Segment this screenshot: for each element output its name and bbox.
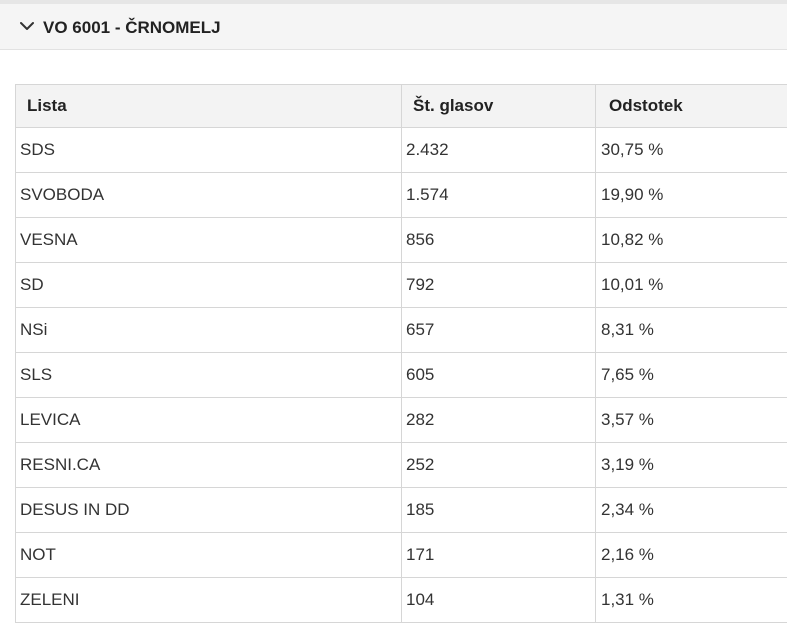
top-divider — [0, 0, 787, 4]
table-row: NOT 171 2,16 % — [15, 532, 787, 578]
cell-votes: 657 — [401, 307, 596, 353]
cell-party: ZELENI — [15, 577, 402, 623]
cell-percent: 10,01 % — [595, 262, 787, 308]
table-row: RESNI.CA 252 3,19 % — [15, 442, 787, 488]
cell-party: SLS — [15, 352, 402, 398]
cell-party: NOT — [15, 532, 402, 578]
cell-percent: 2,34 % — [595, 487, 787, 533]
table-row: DESUS IN DD 185 2,34 % — [15, 487, 787, 533]
section-title: VO 6001 - ČRNOMELJ — [43, 18, 221, 37]
results-table: Lista Št. glasov Odstotek SDS 2.432 30,75 … — [15, 84, 787, 623]
table-row: SVOBODA 1.574 19,90 % — [15, 172, 787, 218]
cell-votes: 104 — [401, 577, 596, 623]
cell-party: SDS — [15, 127, 402, 173]
cell-percent: 2,16 % — [595, 532, 787, 578]
column-header-percent: Odstotek — [595, 84, 787, 128]
cell-votes: 856 — [401, 217, 596, 263]
cell-percent: 7,65 % — [595, 352, 787, 398]
cell-percent: 3,57 % — [595, 397, 787, 443]
table-row: SDS 2.432 30,75 % — [15, 127, 787, 173]
cell-votes: 171 — [401, 532, 596, 578]
cell-party: VESNA — [15, 217, 402, 263]
cell-percent: 19,90 % — [595, 172, 787, 218]
column-header-lista: Lista — [15, 84, 402, 128]
cell-votes: 185 — [401, 487, 596, 533]
cell-party: SD — [15, 262, 402, 308]
chevron-down-icon[interactable] — [20, 19, 34, 33]
table-row: LEVICA 282 3,57 % — [15, 397, 787, 443]
cell-votes: 792 — [401, 262, 596, 308]
cell-percent: 1,31 % — [595, 577, 787, 623]
cell-party: LEVICA — [15, 397, 402, 443]
cell-votes: 252 — [401, 442, 596, 488]
cell-party: DESUS IN DD — [15, 487, 402, 533]
cell-votes: 1.574 — [401, 172, 596, 218]
cell-percent: 30,75 % — [595, 127, 787, 173]
section-toggle-header[interactable]: VO 6001 - ČRNOMELJ — [0, 4, 787, 50]
cell-party: NSi — [15, 307, 402, 353]
table-row: NSi 657 8,31 % — [15, 307, 787, 353]
cell-votes: 282 — [401, 397, 596, 443]
cell-percent: 10,82 % — [595, 217, 787, 263]
table-header-row: Lista Št. glasov Odstotek — [15, 84, 787, 128]
table-row: ZELENI 104 1,31 % — [15, 577, 787, 623]
cell-percent: 8,31 % — [595, 307, 787, 353]
cell-party: SVOBODA — [15, 172, 402, 218]
cell-votes: 2.432 — [401, 127, 596, 173]
table-body: SDS 2.432 30,75 % SVOBODA 1.574 19,90 % VESNA 8… — [15, 127, 787, 623]
table-row: SD 792 10,01 % — [15, 262, 787, 308]
table-row: VESNA 856 10,82 % — [15, 217, 787, 263]
table-row: SLS 605 7,65 % — [15, 352, 787, 398]
column-header-votes: Št. glasov — [401, 84, 596, 128]
cell-percent: 3,19 % — [595, 442, 787, 488]
cell-party: RESNI.CA — [15, 442, 402, 488]
cell-votes: 605 — [401, 352, 596, 398]
